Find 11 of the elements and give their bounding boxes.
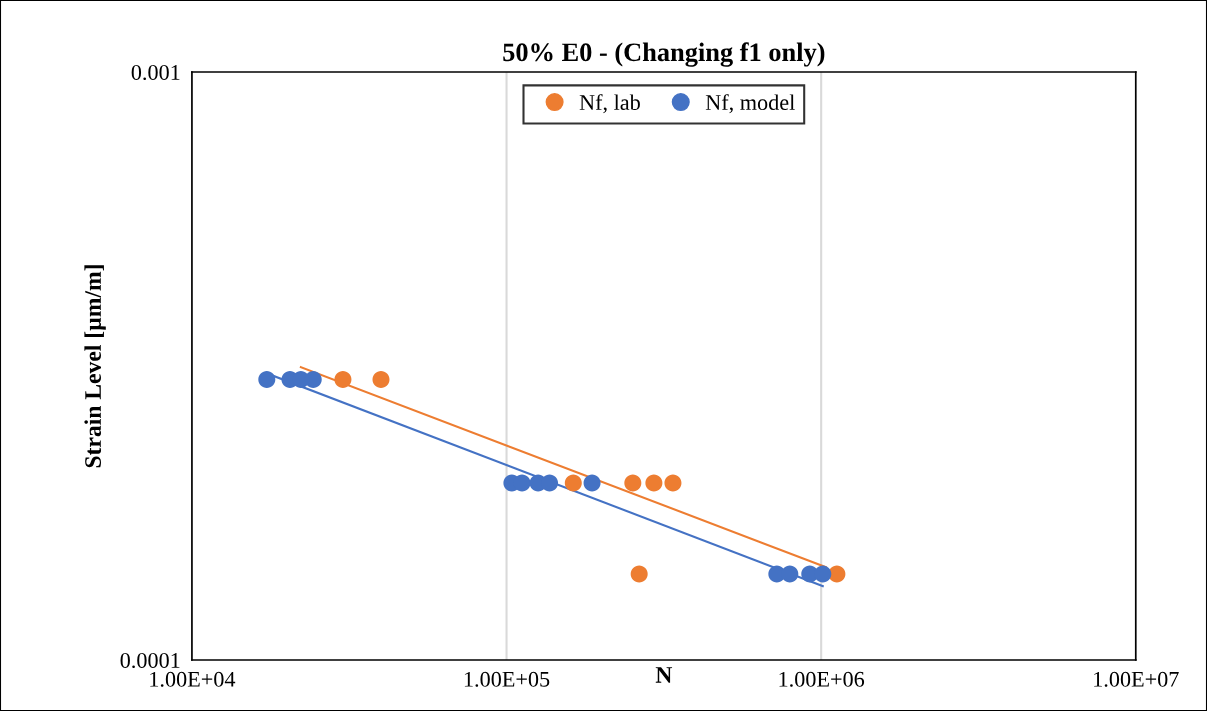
x-tick-label: 1.00E+05	[464, 671, 550, 687]
legend-label: Nf, lab	[579, 94, 640, 114]
y-tick-label: 0.0001	[120, 652, 180, 669]
x-axis-title: N	[655, 667, 673, 683]
x-tick-label: 1.00E+07	[1094, 671, 1179, 687]
x-tick-label: 1.00E+04	[150, 671, 236, 687]
legend-label: Nf, model	[705, 94, 795, 114]
x-tick-label: 1.00E+06	[779, 671, 865, 687]
y-axis-title: Strain Level [µm/m]	[84, 265, 106, 468]
y-tick-label: 0.001	[131, 64, 180, 81]
chart-title: 50% E0 - (Changing f1 only)	[503, 42, 825, 67]
